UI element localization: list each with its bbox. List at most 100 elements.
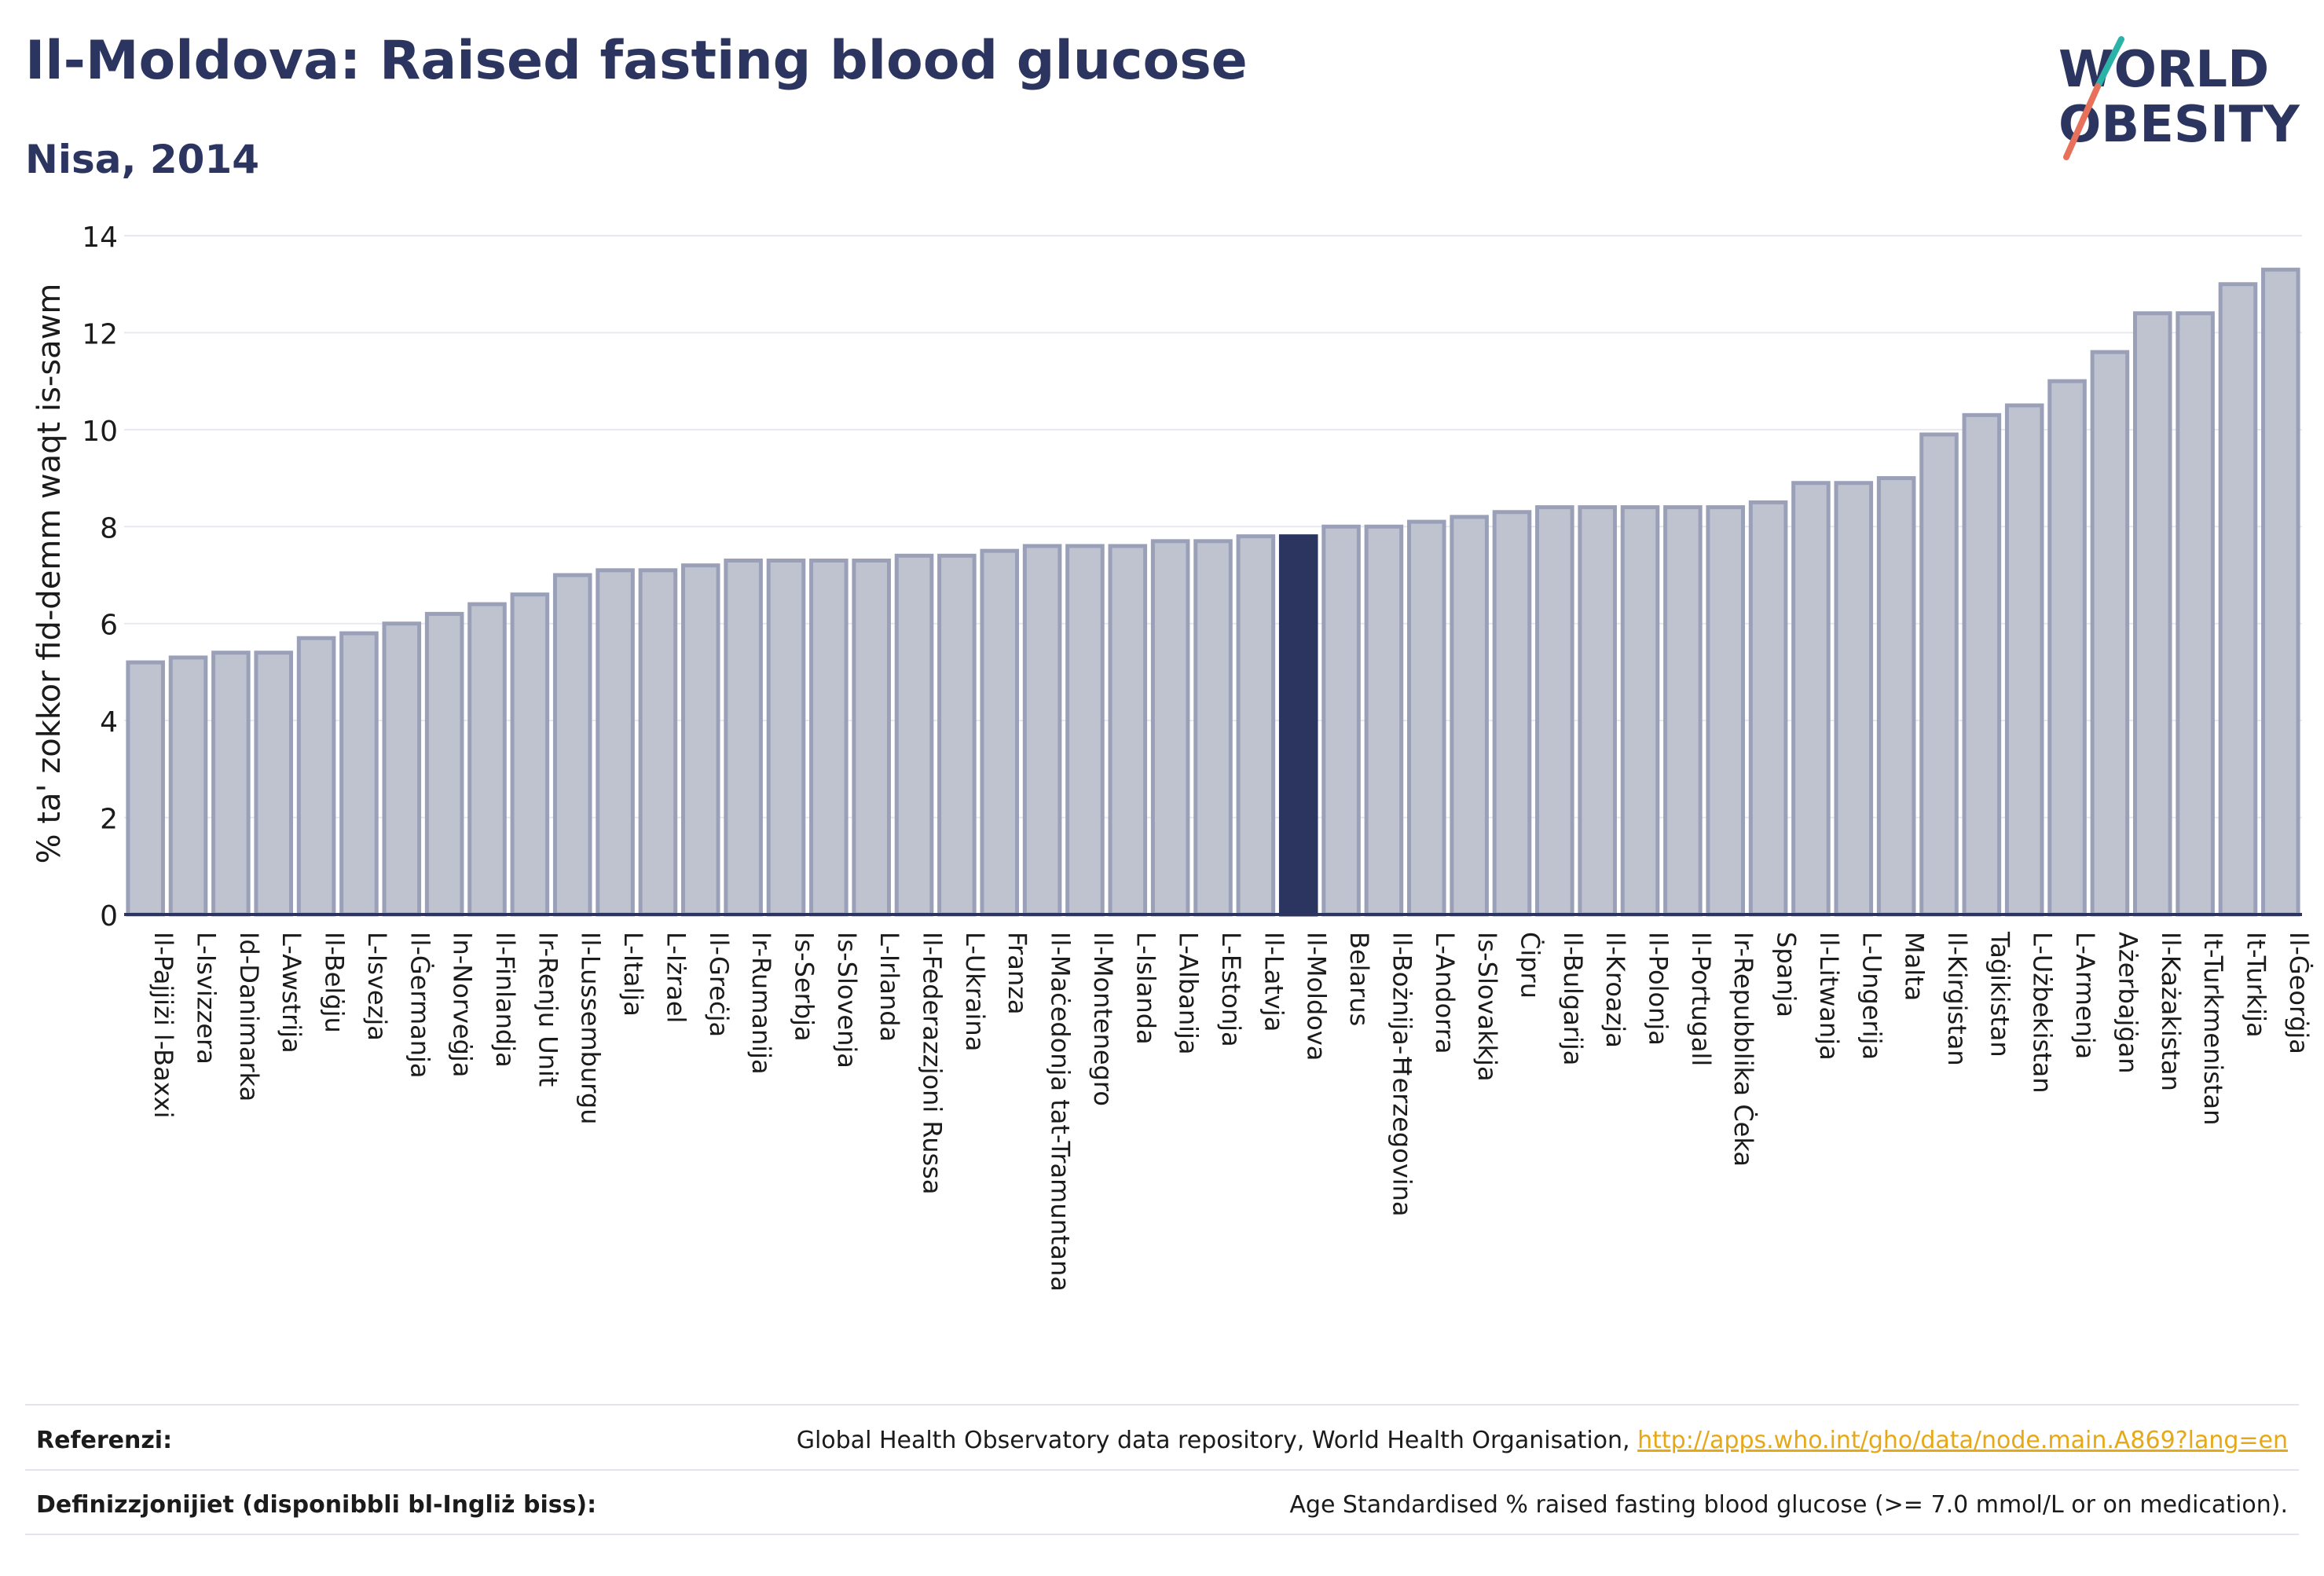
references-label: Referenzi: [36,1427,173,1454]
bar [2261,267,2300,917]
bar [1748,500,1788,917]
bar [2047,379,2087,917]
x-tick-label: L-Ungerija [1857,932,1886,1060]
x-tick-label: Il-Montenegro [1088,932,1118,1106]
bar [894,553,934,917]
bar [1535,505,1574,917]
footer-divider [25,1404,2299,1406]
x-tick-label: Il-Lussemburgu [576,932,606,1124]
definitions-value: Age Standardised % raised fasting blood … [1289,1491,2288,1519]
x-tick-label: Franza [1003,932,1032,1015]
logo-accent-teal [2095,36,2124,90]
x-tick-label: L-Albanija [1174,932,1204,1054]
bar [552,573,592,917]
x-tick-label: Spanja [1772,932,1802,1017]
bar [2176,311,2215,917]
bar [1834,481,1874,917]
definitions-label: Definizzjonijiet (disponibbli bl-Ingliż … [36,1491,597,1519]
bar [596,568,635,917]
x-tick-label: L-Iżrael [661,932,691,1023]
x-tick-label: Taġikistan [1985,931,2014,1057]
bar-highlight [1278,534,1318,917]
y-tick-label: 10 [82,416,118,448]
x-tick-label: Ir-Repubblika Ċeka [1728,932,1758,1167]
bar [1663,505,1703,917]
bar [1791,481,1831,917]
x-tick-label: Il-Greċja [704,932,734,1037]
bar [1706,505,1746,917]
x-tick-label: Il-Maċedonja tat-Tramuntana [1046,932,1076,1292]
bar [467,602,507,917]
bar [1876,476,1916,917]
x-tick-label: Il-Litwanja [1814,932,1844,1061]
references-value: Global Health Observatory data repositor… [797,1427,2288,1454]
x-tick-label: Il-Kirgistan [1942,932,1972,1066]
x-tick-label: L-Isvizzera [192,932,222,1065]
bar [724,558,763,917]
x-tick-label: Id-Danimarka [234,932,264,1101]
y-axis-title: % ta' zokkor fid-demm waqt is-sawm [31,284,68,864]
bar [1150,539,1190,917]
x-tick-label: L-Estonja [1216,932,1246,1047]
x-tick-label: Il-Każakistan [2156,932,2186,1091]
bar [1022,544,1062,917]
bar-chart: 0 2 4 6 8 10 12 14 Il-Pajjiżi l-Baxxi L-Isvizzer… [31,222,2314,1292]
x-tick-label: Is-Slovenja [832,932,862,1068]
references-link[interactable]: http://apps.who.int/gho/data/node.main.A… [1637,1427,2288,1454]
x-tick-label: Ażerbajġan [2113,932,2143,1074]
bar [1450,515,1489,917]
x-tick-label: Ir-Rumanija [746,932,776,1075]
bar [638,568,678,917]
x-tick-label: L-Irlanda [874,932,904,1042]
bar [510,592,550,917]
logo-line2: OBESITY [2058,96,2300,154]
bar [2218,282,2258,917]
x-tick-label: Il-Polonja [1644,932,1673,1046]
y-tick-label: 2 [100,804,118,836]
footer-divider [25,1534,2299,1535]
x-tick-label: L-Armenja [2070,932,2100,1059]
x-tick-label: L-Italja [618,932,648,1017]
bar [1236,534,1276,917]
bar [1406,519,1446,917]
bar [1364,524,1404,917]
x-tick-label: Is-Slovakkja [1472,932,1502,1082]
y-tick-label: 6 [100,610,118,642]
bar [809,558,849,917]
bar [2132,311,2172,917]
x-tick-label: L-Andorra [1430,932,1460,1054]
bar [1492,510,1532,917]
bar [980,548,1020,917]
footer-divider [25,1469,2299,1471]
bar [1193,539,1233,917]
x-tick-label: Il-Federazzjoni Russa [918,932,948,1194]
references-text: Global Health Observatory data repositor… [796,1427,1630,1454]
x-tick-label: Il-Ġeorġja [2284,932,2314,1054]
bar [211,651,251,917]
y-axis-ticks: 0 2 4 6 8 10 12 14 [82,222,118,933]
bar [1321,524,1361,917]
x-axis-labels: Il-Pajjiżi l-Baxxi L-Isvizzera Id-Danimark… [148,931,2314,1292]
x-tick-label: Il-Latvja [1259,932,1288,1032]
world-obesity-logo: WORLD OBESITY [2058,36,2300,160]
bar [937,553,977,917]
x-tick-label: L-Isvezja [362,932,392,1041]
bar [382,621,422,917]
bar [1919,432,1959,917]
bar [2090,350,2130,917]
x-tick-label: Is-Serbja [789,932,819,1042]
x-tick-label: Il-Bożnija-Ħerzegovina [1387,932,1417,1217]
bar [1962,412,2002,917]
y-tick-label: 4 [100,706,118,739]
x-tick-label: Il-Ġermanja [405,932,434,1079]
x-tick-label: Il-Kroazja [1600,932,1630,1048]
x-tick-label: L-Użbekistan [2028,932,2058,1094]
x-tick-label: In-Norveġja [448,932,478,1077]
bar [1578,505,1617,917]
x-tick-label: Malta [1900,932,1930,1001]
x-tick-label: Belarus [1344,932,1374,1026]
y-tick-label: 8 [100,512,118,544]
bar [1065,544,1105,917]
bar [424,611,464,917]
x-tick-label: Il-Belġju [320,932,350,1033]
